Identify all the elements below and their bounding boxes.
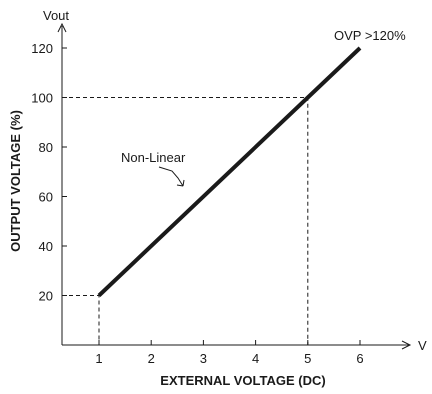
y-axis-arrow-icon <box>57 22 67 33</box>
y-tick-label: 120 <box>31 41 53 56</box>
y-axis-title: OUTPUT VOLTAGE (%) <box>8 110 23 252</box>
y-tick-label: 60 <box>39 190 53 205</box>
x-tick-label: 6 <box>356 351 363 366</box>
ovp-annotation: OVP >120% <box>334 28 406 43</box>
reference-guide-line <box>62 295 100 345</box>
y-axis-symbol: Vout <box>43 8 69 23</box>
y-tick-label: 80 <box>39 140 53 155</box>
axes <box>57 22 412 350</box>
x-tick-label: 4 <box>252 351 259 366</box>
non-linear-annotation: Non-Linear <box>121 150 186 165</box>
x-axis-title: EXTERNAL VOLTAGE (DC) <box>160 373 325 388</box>
callout-arrow-icon <box>158 166 185 187</box>
ticks: 1 2 3 4 5 6 20 40 60 80 100 120 <box>31 41 363 366</box>
y-tick-label: 100 <box>31 91 53 106</box>
x-tick-label: 3 <box>200 351 207 366</box>
series-group <box>97 46 362 297</box>
x-axis-arrow-icon <box>401 340 412 350</box>
x-tick-label: 2 <box>148 351 155 366</box>
output-voltage-line <box>97 46 362 297</box>
x-axis-symbol: V <box>418 338 427 353</box>
x-tick-label: 5 <box>304 351 311 366</box>
y-tick-label: 20 <box>39 289 53 304</box>
y-tick-label: 40 <box>39 239 53 254</box>
x-tick-label: 1 <box>95 351 102 366</box>
